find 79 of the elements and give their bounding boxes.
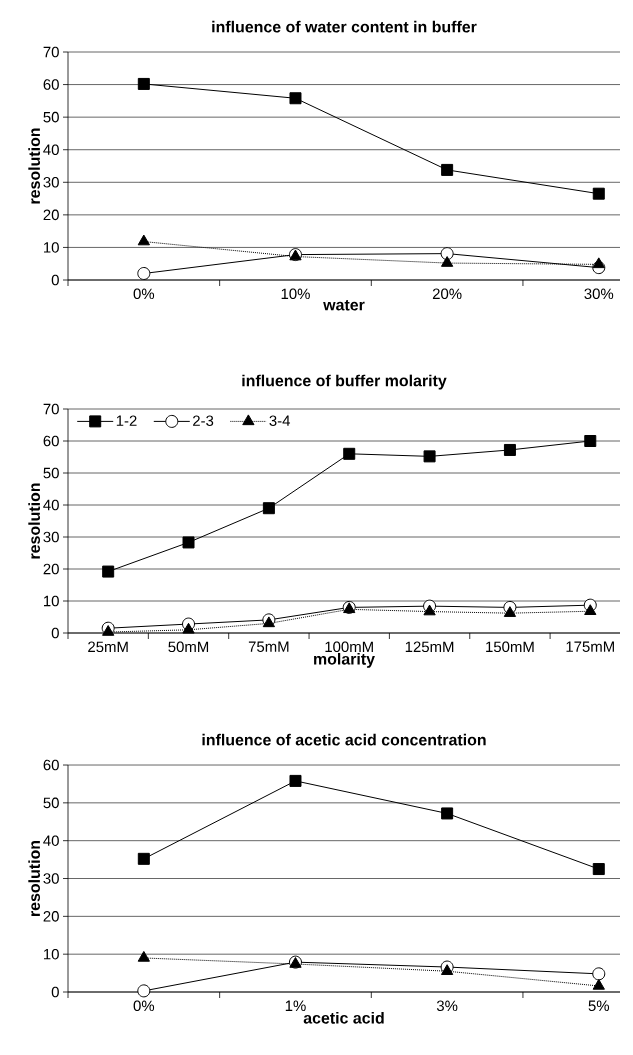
y-tick-label: 50 [43, 467, 59, 479]
y-tick-label: 40 [43, 835, 59, 846]
point [592, 978, 605, 990]
point [343, 447, 356, 460]
point [423, 450, 436, 463]
y-axis-title: resolution [28, 483, 41, 559]
x-tick-label: 50mM [168, 641, 209, 653]
x-tick-label: 3% [436, 1000, 458, 1012]
point [592, 863, 605, 876]
point [441, 807, 454, 820]
y-tick-label: 60 [43, 435, 59, 447]
y-tick-label: 20 [43, 209, 59, 221]
legend-label: 1-2 [116, 415, 137, 426]
y-tick-label: 70 [43, 46, 59, 58]
x-tick-label: 150mM [486, 641, 534, 653]
y-tick-label: 60 [43, 759, 59, 771]
point [289, 774, 302, 787]
legend-label: 3-4 [269, 415, 291, 427]
y-tick-label: 10 [44, 948, 59, 960]
x-tick-label: 75mM [248, 641, 289, 652]
point [584, 604, 597, 615]
x-axis-title: water [323, 299, 365, 311]
point [137, 950, 150, 962]
point [289, 92, 302, 105]
y-tick-label: 20 [43, 563, 59, 575]
y-tick-label: 30 [43, 873, 59, 884]
legend-label: 2-3 [193, 415, 214, 427]
x-tick-label: 100mM [325, 641, 373, 653]
y-tick-label: 20 [43, 911, 59, 922]
x-axis-title: acetic acid [303, 1011, 384, 1024]
point [102, 565, 115, 578]
x-tick-label: 5% [588, 1000, 610, 1012]
point [262, 502, 275, 515]
x-tick-label: 30% [584, 288, 614, 300]
point [592, 187, 605, 200]
y-tick-label: 50 [43, 797, 59, 809]
y-axis-title: resolution [28, 128, 41, 204]
point [137, 984, 151, 998]
y-tick-label: 40 [43, 144, 59, 155]
y-tick-label: 30 [43, 531, 59, 543]
y-tick-label: 0 [51, 274, 59, 286]
point [137, 234, 150, 246]
y-tick-label: 10 [44, 595, 59, 607]
x-tick-label: 1% [285, 1000, 306, 1011]
y-tick-label: 40 [43, 499, 59, 511]
chart-title: influence of acetic acid concentration [202, 733, 486, 746]
x-tick-label: 10% [281, 288, 310, 300]
chart-title: influence of buffer molarity [242, 374, 447, 390]
point [137, 852, 150, 865]
point [584, 435, 597, 448]
point [503, 443, 516, 456]
y-tick-label: 70 [43, 403, 59, 415]
point [137, 77, 150, 90]
point [503, 606, 517, 617]
y-axis-title: resolution [28, 840, 41, 916]
y-tick-label: 50 [43, 111, 59, 123]
point [182, 536, 195, 549]
point [592, 257, 605, 269]
chart-title: influence of water content in buffer [212, 20, 477, 33]
x-tick-label: 125mM [405, 641, 454, 653]
point [102, 625, 115, 636]
point [441, 256, 454, 267]
x-tick-label: 20% [432, 288, 462, 300]
point [592, 967, 606, 981]
y-tick-label: 0 [51, 627, 59, 639]
x-tick-label: 25mM [88, 641, 128, 653]
point [423, 604, 436, 616]
point [182, 622, 195, 634]
y-tick-label: 30 [43, 177, 59, 188]
y-tick-label: 0 [51, 986, 59, 998]
y-tick-label: 10 [44, 242, 59, 253]
point [137, 266, 151, 280]
x-tick-label: 0% [133, 288, 155, 300]
x-tick-label: 0% [133, 1000, 155, 1012]
x-axis-title: molarity [314, 652, 375, 668]
point [441, 964, 454, 975]
y-tick-label: 60 [43, 79, 59, 90]
x-tick-label: 175mM [566, 641, 614, 652]
point [441, 163, 454, 176]
